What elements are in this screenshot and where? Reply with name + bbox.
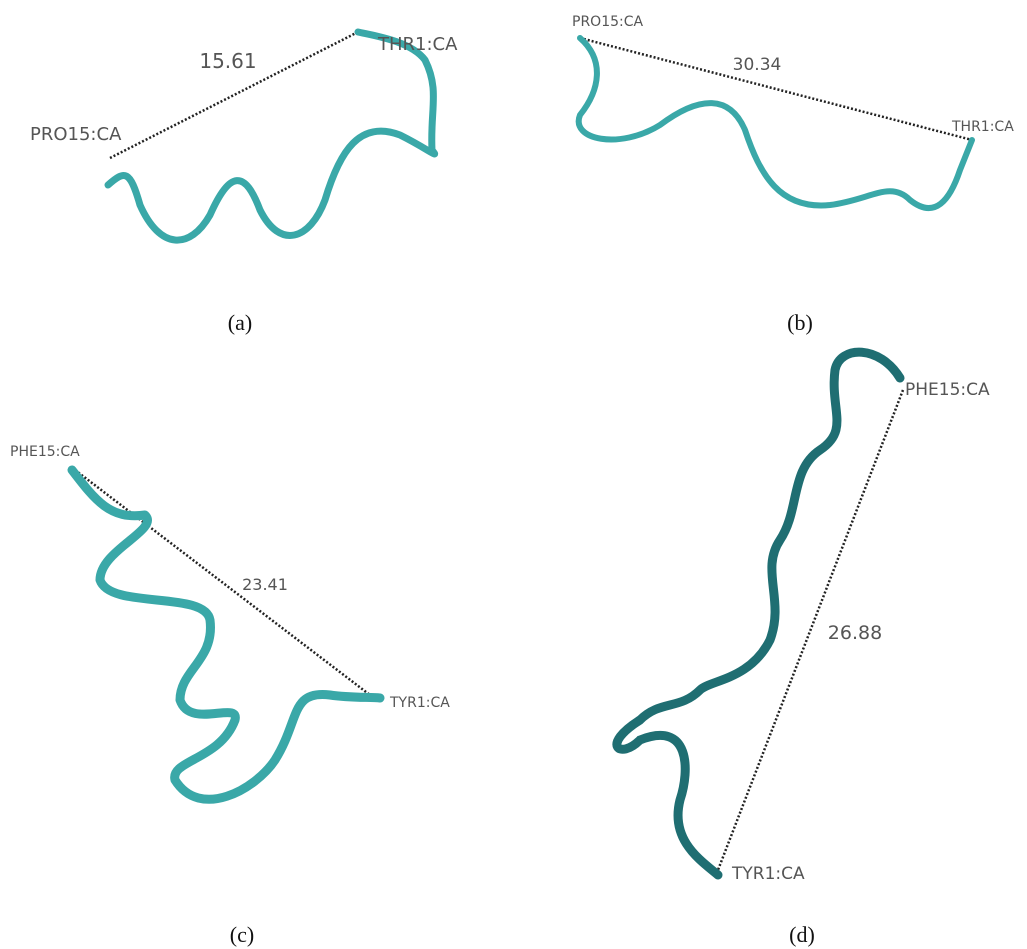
atom-label: PHE15:CA — [905, 380, 990, 400]
figure: 15.61 PRO15:CA THR1:CA (a) 30.34 PRO15:C… — [0, 0, 1027, 949]
atom-label: PHE15:CA — [10, 444, 80, 460]
panel-c: 23.41 PHE15:CA TYR1:CA (c) — [10, 444, 450, 947]
distance-label: 30.34 — [733, 55, 782, 75]
distance-label: 23.41 — [242, 575, 288, 594]
ribbon — [72, 470, 380, 799]
caption: (b) — [787, 310, 813, 335]
distance-line — [75, 470, 370, 695]
atom-label: TYR1:CA — [389, 695, 450, 711]
panel-d: 26.88 PHE15:CA TYR1:CA (d) — [617, 352, 990, 947]
caption: (c) — [230, 922, 254, 947]
ribbon — [108, 32, 435, 240]
panel-a: 15.61 PRO15:CA THR1:CA (a) — [30, 32, 458, 335]
atom-label: THR1:CA — [377, 34, 458, 55]
atom-label: PRO15:CA — [30, 124, 122, 145]
caption: (d) — [789, 922, 815, 947]
atom-label: THR1:CA — [951, 119, 1014, 135]
distance-label: 15.61 — [199, 49, 256, 73]
atom-label: PRO15:CA — [572, 14, 643, 30]
atom-label: TYR1:CA — [731, 864, 805, 884]
caption: (a) — [228, 310, 252, 335]
distance-line — [580, 38, 972, 140]
panel-b: 30.34 PRO15:CA THR1:CA (b) — [572, 14, 1014, 335]
ribbon — [617, 352, 900, 875]
distance-label: 26.88 — [828, 622, 882, 644]
